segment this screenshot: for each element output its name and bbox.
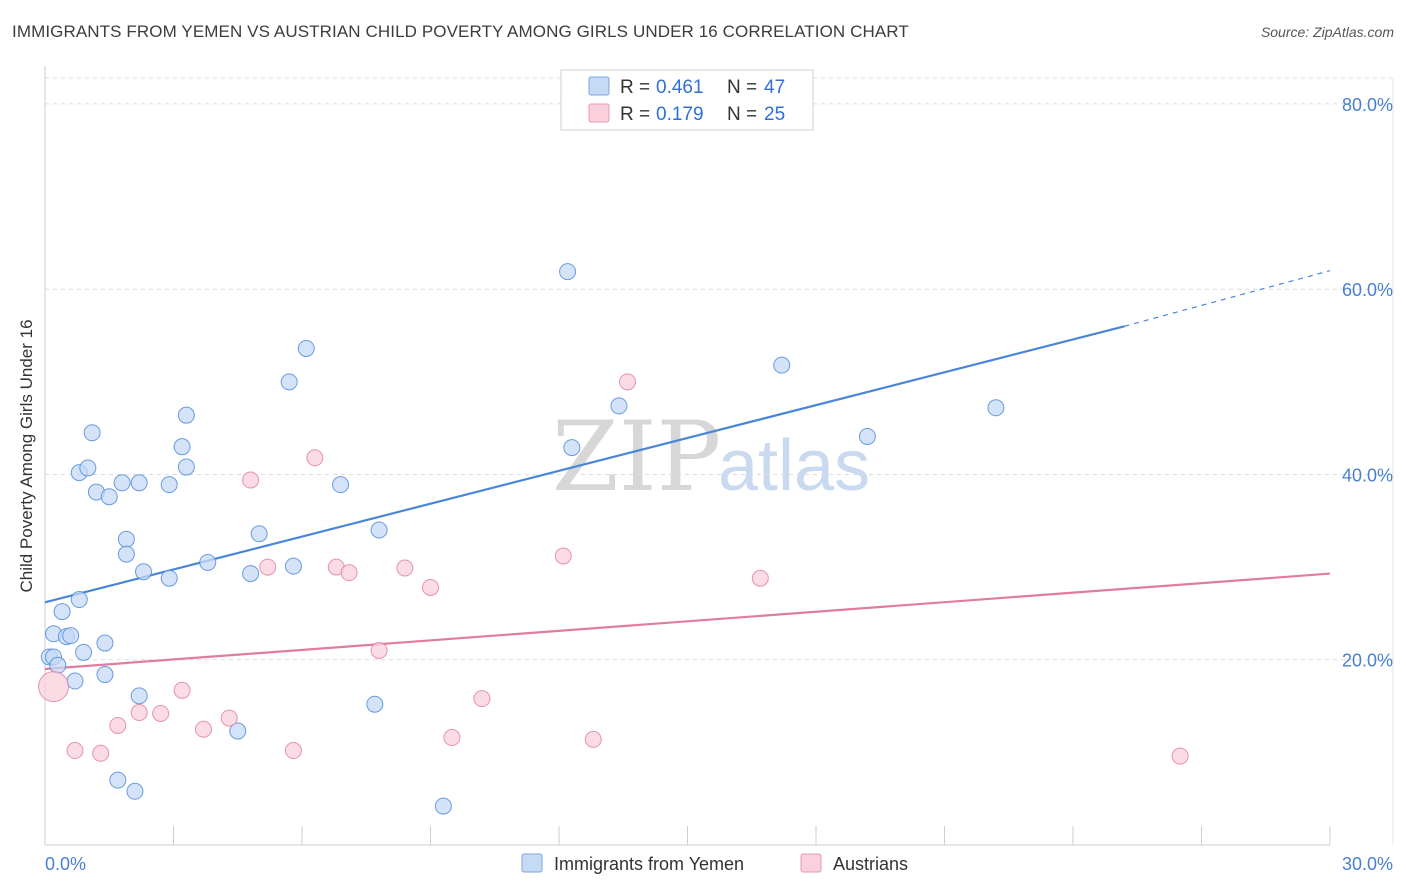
legend-swatch-austrians — [588, 103, 610, 123]
data-point — [96, 634, 114, 652]
legend-swatch-yemen — [588, 76, 610, 96]
data-point — [422, 578, 439, 596]
data-point — [259, 558, 277, 576]
data-point — [70, 591, 88, 609]
data-point — [109, 717, 127, 735]
axes: 20.0% 40.0% 60.0% 80.0% 0.0% 30.0% — [44, 66, 1394, 874]
y-tick-label: 40.0% — [1342, 465, 1393, 485]
legend: R = 0.461 N = 47 R = 0.179 N = 25 — [560, 69, 814, 131]
data-point — [306, 449, 324, 467]
data-point — [152, 704, 170, 722]
data-point — [584, 730, 602, 748]
data-point — [49, 656, 67, 674]
data-point — [619, 373, 637, 391]
data-point — [160, 476, 178, 494]
legend-n-value-yemen: 47 — [764, 77, 785, 98]
data-point — [473, 690, 491, 708]
bottom-legend: Immigrants from Yemen Austrians — [521, 853, 908, 874]
data-point — [332, 476, 350, 494]
data-point — [434, 797, 452, 815]
data-point — [109, 771, 127, 789]
legend-r-label-austrians: R = — [620, 104, 650, 125]
y-tick-label: 60.0% — [1342, 280, 1393, 300]
data-point — [173, 438, 191, 456]
data-point — [199, 553, 217, 571]
data-point — [554, 547, 572, 565]
trend-line — [44, 572, 1331, 671]
data-point — [1171, 747, 1189, 765]
legend-n-label-yemen: N = — [727, 77, 757, 98]
y-tick-label: 20.0% — [1342, 651, 1393, 671]
data-point — [370, 641, 388, 659]
data-point — [194, 720, 212, 738]
x-tick-label: 30.0% — [1342, 854, 1393, 874]
data-point — [366, 695, 384, 713]
data-point — [177, 458, 195, 476]
data-point — [117, 530, 135, 548]
data-point — [563, 439, 581, 457]
legend-n-label-austrians: N = — [727, 104, 757, 125]
data-points — [38, 263, 1189, 815]
data-point — [610, 397, 628, 415]
data-point — [773, 356, 791, 374]
data-point — [75, 643, 93, 661]
data-point — [53, 603, 71, 621]
data-point — [113, 474, 131, 492]
data-point — [92, 744, 110, 762]
data-point — [177, 406, 195, 424]
data-point — [96, 666, 114, 684]
data-point — [130, 704, 148, 722]
data-point — [83, 424, 101, 442]
data-point — [370, 521, 388, 539]
data-point — [130, 687, 148, 705]
legend-r-value-yemen: 0.461 — [656, 77, 704, 98]
data-point — [297, 339, 315, 357]
legend-n-value-austrians: 25 — [764, 104, 785, 125]
data-point — [130, 474, 148, 492]
bottom-legend-swatch-austrians — [800, 853, 822, 873]
y-tick-label: 80.0% — [1342, 95, 1393, 115]
data-point — [66, 672, 84, 690]
data-point — [443, 729, 461, 747]
data-point — [66, 742, 84, 760]
trend-lines — [44, 270, 1331, 671]
data-point — [38, 671, 70, 703]
data-point — [987, 399, 1005, 417]
bottom-legend-label-austrians: Austrians — [833, 854, 908, 874]
data-point — [100, 488, 118, 506]
data-point — [160, 569, 178, 587]
data-point — [62, 627, 80, 645]
data-point — [79, 459, 97, 477]
data-point — [284, 742, 302, 760]
trend-line — [44, 325, 1125, 604]
data-point — [396, 559, 414, 577]
watermark-zip: ZIP — [552, 401, 721, 513]
data-point — [126, 782, 144, 800]
data-point — [280, 373, 298, 391]
data-point — [284, 557, 302, 575]
data-point — [250, 525, 268, 543]
data-point — [858, 427, 876, 445]
data-point — [751, 569, 769, 587]
data-point — [242, 471, 260, 489]
data-point — [242, 565, 260, 583]
source-credit: Source: ZipAtlas.com — [1260, 24, 1394, 40]
legend-r-label-yemen: R = — [620, 77, 650, 98]
data-point — [229, 722, 247, 740]
data-point — [220, 709, 238, 727]
legend-r-value-austrians: 0.179 — [656, 104, 704, 125]
data-point — [135, 563, 153, 581]
trend-line-extension — [1124, 270, 1331, 327]
chart-title: IMMIGRANTS FROM YEMEN VS AUSTRIAN CHILD … — [12, 22, 909, 41]
x-tick-label: 0.0% — [45, 854, 86, 874]
data-point — [559, 263, 577, 281]
watermark-atlas: atlas — [718, 426, 870, 506]
bottom-legend-label-yemen: Immigrants from Yemen — [554, 854, 744, 874]
y-axis-title: Child Poverty Among Girls Under 16 — [17, 319, 36, 592]
bottom-legend-swatch-yemen — [521, 853, 543, 873]
data-point — [173, 681, 191, 699]
data-point — [340, 564, 358, 582]
data-point — [117, 545, 135, 563]
